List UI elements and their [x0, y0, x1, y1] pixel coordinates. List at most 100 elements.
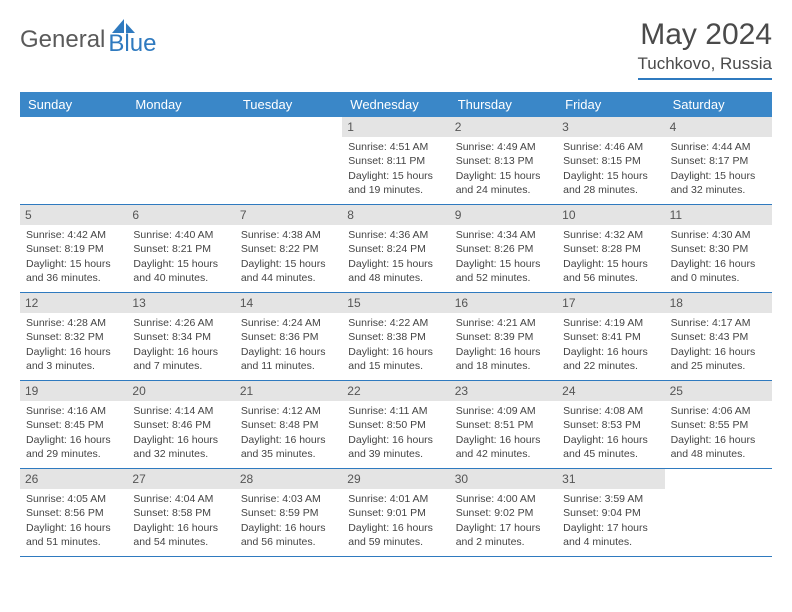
day-number: 10	[557, 205, 664, 225]
sunset-line: Sunset: 8:30 PM	[671, 242, 766, 256]
daylight-line: Daylight: 16 hours and 39 minutes.	[348, 433, 443, 461]
calendar-cell: 16Sunrise: 4:21 AMSunset: 8:39 PMDayligh…	[450, 293, 557, 381]
sunrise-line: Sunrise: 4:36 AM	[348, 228, 443, 242]
sunset-line: Sunset: 8:59 PM	[241, 506, 336, 520]
day-number: 20	[127, 381, 234, 401]
daylight-line: Daylight: 15 hours and 24 minutes.	[456, 169, 551, 197]
weekday-header-row: SundayMondayTuesdayWednesdayThursdayFrid…	[20, 92, 772, 117]
sunset-line: Sunset: 8:28 PM	[563, 242, 658, 256]
sunrise-line: Sunrise: 4:08 AM	[563, 404, 658, 418]
calendar-cell: 3Sunrise: 4:46 AMSunset: 8:15 PMDaylight…	[557, 117, 664, 205]
day-number: 22	[342, 381, 449, 401]
sunset-line: Sunset: 8:48 PM	[241, 418, 336, 432]
title-block: May 2024 Tuchkovo, Russia	[638, 18, 772, 80]
logo-text-blue: Blue	[108, 30, 156, 58]
daylight-line: Daylight: 15 hours and 48 minutes.	[348, 257, 443, 285]
sunset-line: Sunset: 8:58 PM	[133, 506, 228, 520]
daylight-line: Daylight: 16 hours and 0 minutes.	[671, 257, 766, 285]
calendar-cell-empty	[665, 469, 772, 557]
calendar-cell: 15Sunrise: 4:22 AMSunset: 8:38 PMDayligh…	[342, 293, 449, 381]
sunrise-line: Sunrise: 4:26 AM	[133, 316, 228, 330]
page-header: GeneralBlue May 2024 Tuchkovo, Russia	[20, 18, 772, 80]
daylight-line: Daylight: 16 hours and 3 minutes.	[26, 345, 121, 373]
sunset-line: Sunset: 8:22 PM	[241, 242, 336, 256]
daylight-line: Daylight: 16 hours and 11 minutes.	[241, 345, 336, 373]
daylight-line: Daylight: 16 hours and 59 minutes.	[348, 521, 443, 549]
sunset-line: Sunset: 9:01 PM	[348, 506, 443, 520]
sunrise-line: Sunrise: 4:05 AM	[26, 492, 121, 506]
weekday-header: Monday	[127, 92, 234, 117]
daylight-line: Daylight: 16 hours and 18 minutes.	[456, 345, 551, 373]
sunset-line: Sunset: 9:02 PM	[456, 506, 551, 520]
weekday-header: Thursday	[450, 92, 557, 117]
day-number: 1	[342, 117, 449, 137]
calendar-cell: 9Sunrise: 4:34 AMSunset: 8:26 PMDaylight…	[450, 205, 557, 293]
day-number: 13	[127, 293, 234, 313]
calendar-cell: 28Sunrise: 4:03 AMSunset: 8:59 PMDayligh…	[235, 469, 342, 557]
sunrise-line: Sunrise: 4:19 AM	[563, 316, 658, 330]
sunset-line: Sunset: 8:38 PM	[348, 330, 443, 344]
calendar-cell: 4Sunrise: 4:44 AMSunset: 8:17 PMDaylight…	[665, 117, 772, 205]
calendar-cell: 26Sunrise: 4:05 AMSunset: 8:56 PMDayligh…	[20, 469, 127, 557]
sunset-line: Sunset: 8:13 PM	[456, 154, 551, 168]
sunset-line: Sunset: 8:41 PM	[563, 330, 658, 344]
calendar-cell: 18Sunrise: 4:17 AMSunset: 8:43 PMDayligh…	[665, 293, 772, 381]
daylight-line: Daylight: 15 hours and 32 minutes.	[671, 169, 766, 197]
day-number: 27	[127, 469, 234, 489]
sunrise-line: Sunrise: 4:34 AM	[456, 228, 551, 242]
sunrise-line: Sunrise: 4:14 AM	[133, 404, 228, 418]
calendar-cell: 22Sunrise: 4:11 AMSunset: 8:50 PMDayligh…	[342, 381, 449, 469]
sunrise-line: Sunrise: 4:11 AM	[348, 404, 443, 418]
sunrise-line: Sunrise: 4:01 AM	[348, 492, 443, 506]
sunrise-line: Sunrise: 3:59 AM	[563, 492, 658, 506]
calendar-cell: 17Sunrise: 4:19 AMSunset: 8:41 PMDayligh…	[557, 293, 664, 381]
sunrise-line: Sunrise: 4:24 AM	[241, 316, 336, 330]
daylight-line: Daylight: 15 hours and 56 minutes.	[563, 257, 658, 285]
calendar-cell: 2Sunrise: 4:49 AMSunset: 8:13 PMDaylight…	[450, 117, 557, 205]
sunset-line: Sunset: 8:51 PM	[456, 418, 551, 432]
day-number: 23	[450, 381, 557, 401]
calendar-cell: 1Sunrise: 4:51 AMSunset: 8:11 PMDaylight…	[342, 117, 449, 205]
sunrise-line: Sunrise: 4:44 AM	[671, 140, 766, 154]
sunset-line: Sunset: 8:55 PM	[671, 418, 766, 432]
calendar-cell: 20Sunrise: 4:14 AMSunset: 8:46 PMDayligh…	[127, 381, 234, 469]
daylight-line: Daylight: 16 hours and 42 minutes.	[456, 433, 551, 461]
day-number: 6	[127, 205, 234, 225]
daylight-line: Daylight: 15 hours and 52 minutes.	[456, 257, 551, 285]
daylight-line: Daylight: 16 hours and 22 minutes.	[563, 345, 658, 373]
day-number: 12	[20, 293, 127, 313]
daylight-line: Daylight: 16 hours and 45 minutes.	[563, 433, 658, 461]
day-number: 26	[20, 469, 127, 489]
sunset-line: Sunset: 8:56 PM	[26, 506, 121, 520]
sunset-line: Sunset: 9:04 PM	[563, 506, 658, 520]
day-number: 3	[557, 117, 664, 137]
sunrise-line: Sunrise: 4:51 AM	[348, 140, 443, 154]
sunset-line: Sunset: 8:21 PM	[133, 242, 228, 256]
day-number: 15	[342, 293, 449, 313]
daylight-line: Daylight: 16 hours and 54 minutes.	[133, 521, 228, 549]
calendar-cell: 31Sunrise: 3:59 AMSunset: 9:04 PMDayligh…	[557, 469, 664, 557]
day-number: 2	[450, 117, 557, 137]
day-number: 7	[235, 205, 342, 225]
daylight-line: Daylight: 16 hours and 35 minutes.	[241, 433, 336, 461]
sunrise-line: Sunrise: 4:38 AM	[241, 228, 336, 242]
logo: GeneralBlue	[20, 18, 156, 58]
weekday-header: Sunday	[20, 92, 127, 117]
day-number: 29	[342, 469, 449, 489]
calendar-cell: 8Sunrise: 4:36 AMSunset: 8:24 PMDaylight…	[342, 205, 449, 293]
calendar-cell: 24Sunrise: 4:08 AMSunset: 8:53 PMDayligh…	[557, 381, 664, 469]
day-number: 8	[342, 205, 449, 225]
sunset-line: Sunset: 8:15 PM	[563, 154, 658, 168]
weekday-header: Tuesday	[235, 92, 342, 117]
sunrise-line: Sunrise: 4:22 AM	[348, 316, 443, 330]
calendar-cell: 11Sunrise: 4:30 AMSunset: 8:30 PMDayligh…	[665, 205, 772, 293]
sunset-line: Sunset: 8:53 PM	[563, 418, 658, 432]
daylight-line: Daylight: 17 hours and 4 minutes.	[563, 521, 658, 549]
sunset-line: Sunset: 8:17 PM	[671, 154, 766, 168]
calendar-grid: 1Sunrise: 4:51 AMSunset: 8:11 PMDaylight…	[20, 117, 772, 557]
calendar-cell: 5Sunrise: 4:42 AMSunset: 8:19 PMDaylight…	[20, 205, 127, 293]
weekday-header: Wednesday	[342, 92, 449, 117]
calendar-cell-empty	[235, 117, 342, 205]
sunset-line: Sunset: 8:46 PM	[133, 418, 228, 432]
calendar-cell: 27Sunrise: 4:04 AMSunset: 8:58 PMDayligh…	[127, 469, 234, 557]
